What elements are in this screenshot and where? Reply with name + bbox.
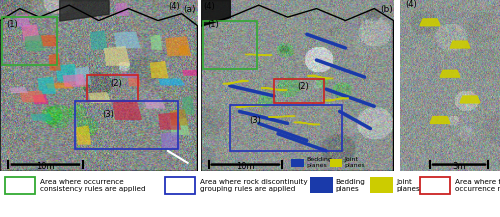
Polygon shape <box>88 92 112 103</box>
Polygon shape <box>121 73 138 78</box>
Text: (4): (4) <box>405 0 417 9</box>
Text: Joint
planes: Joint planes <box>344 158 365 168</box>
Polygon shape <box>20 90 46 102</box>
Polygon shape <box>114 31 140 48</box>
Polygon shape <box>48 53 61 71</box>
Text: 3m: 3m <box>452 162 466 171</box>
Text: 10m: 10m <box>236 162 255 171</box>
Polygon shape <box>170 109 188 125</box>
Bar <box>2 17 58 65</box>
Text: Area where rock discontinuity
grouping rules are applied: Area where rock discontinuity grouping r… <box>200 179 308 192</box>
Bar <box>5 177 35 194</box>
Polygon shape <box>179 45 188 55</box>
Polygon shape <box>182 70 202 76</box>
Polygon shape <box>460 96 480 103</box>
Text: (3): (3) <box>102 110 115 118</box>
Polygon shape <box>322 98 349 101</box>
Polygon shape <box>30 113 54 121</box>
Polygon shape <box>24 35 44 51</box>
Text: Bedding
planes: Bedding planes <box>306 158 332 168</box>
Text: (4): (4) <box>168 2 179 11</box>
Text: (2): (2) <box>110 79 122 88</box>
Text: (1): (1) <box>207 20 218 30</box>
Text: (4): (4) <box>203 2 214 11</box>
Polygon shape <box>430 117 450 123</box>
Polygon shape <box>450 41 470 48</box>
Polygon shape <box>16 14 30 27</box>
Polygon shape <box>22 24 40 41</box>
Polygon shape <box>268 116 295 117</box>
Polygon shape <box>90 30 108 49</box>
Polygon shape <box>116 2 129 16</box>
Bar <box>203 21 257 69</box>
Polygon shape <box>160 132 180 149</box>
Bar <box>310 177 332 193</box>
Polygon shape <box>308 75 333 79</box>
Text: (3): (3) <box>249 117 261 125</box>
Polygon shape <box>294 122 320 125</box>
Text: Joint
planes: Joint planes <box>396 179 420 192</box>
Polygon shape <box>150 61 169 78</box>
Polygon shape <box>144 99 166 108</box>
Polygon shape <box>62 74 88 87</box>
Polygon shape <box>74 67 91 85</box>
Bar <box>330 159 342 167</box>
Polygon shape <box>10 87 28 93</box>
Polygon shape <box>158 78 185 85</box>
Polygon shape <box>76 125 91 145</box>
Polygon shape <box>38 77 56 94</box>
Polygon shape <box>223 80 248 84</box>
Bar <box>230 105 342 151</box>
Polygon shape <box>128 73 140 86</box>
Text: (a): (a) <box>184 5 196 14</box>
Text: 10m: 10m <box>36 162 54 171</box>
Polygon shape <box>158 112 181 130</box>
Bar <box>274 79 324 103</box>
Bar <box>165 177 195 194</box>
Polygon shape <box>40 35 58 46</box>
Text: Area where fractured rock
occurrence rules are applied: Area where fractured rock occurrence rul… <box>455 179 500 192</box>
Polygon shape <box>165 36 192 56</box>
Text: (2): (2) <box>297 82 309 91</box>
Polygon shape <box>104 46 130 66</box>
Polygon shape <box>440 70 460 77</box>
Polygon shape <box>182 96 194 114</box>
Polygon shape <box>45 83 74 88</box>
Text: Bedding
planes: Bedding planes <box>335 179 365 192</box>
Polygon shape <box>246 54 272 55</box>
Text: (b): (b) <box>380 5 393 14</box>
Polygon shape <box>150 35 162 50</box>
Bar <box>420 177 450 194</box>
Bar <box>292 159 304 167</box>
Text: (1): (1) <box>6 20 18 30</box>
Polygon shape <box>170 118 190 135</box>
Polygon shape <box>420 19 440 26</box>
Bar <box>75 101 178 149</box>
Bar <box>370 177 392 193</box>
Polygon shape <box>236 105 262 107</box>
Polygon shape <box>112 100 142 120</box>
Bar <box>87 76 138 101</box>
Polygon shape <box>261 88 287 91</box>
Polygon shape <box>33 94 48 104</box>
Text: Area where occurrence
consistency rules are applied: Area where occurrence consistency rules … <box>40 179 146 192</box>
Polygon shape <box>56 64 79 81</box>
